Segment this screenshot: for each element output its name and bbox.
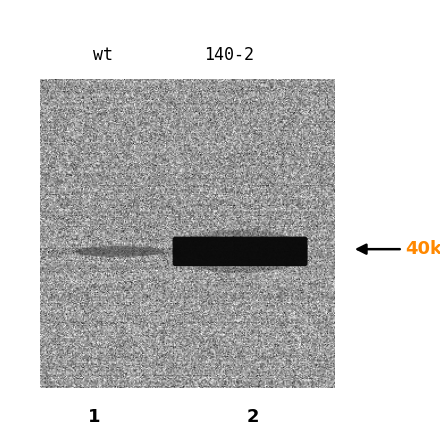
Text: 2: 2 xyxy=(247,408,259,426)
Text: 140-2: 140-2 xyxy=(204,46,254,64)
Ellipse shape xyxy=(75,246,163,257)
FancyBboxPatch shape xyxy=(172,236,308,266)
Text: 1: 1 xyxy=(88,408,101,426)
Ellipse shape xyxy=(172,229,308,273)
Text: 40kD: 40kD xyxy=(406,240,440,258)
Text: wt: wt xyxy=(93,46,114,64)
